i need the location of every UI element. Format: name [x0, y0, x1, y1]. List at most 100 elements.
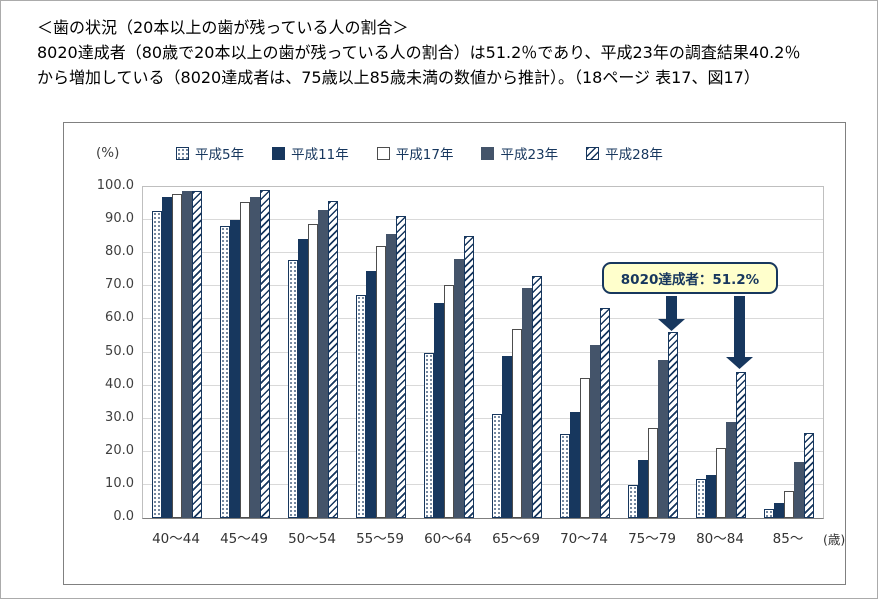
- legend-item: 平成17年: [376, 143, 454, 163]
- legend-item: 平成5年: [176, 143, 244, 163]
- bar: [260, 190, 270, 518]
- x-tick-label: 40～44: [152, 531, 200, 547]
- bar: [328, 200, 338, 518]
- legend-swatch-icon: [272, 146, 286, 160]
- bar: [794, 461, 804, 518]
- bar-group: [492, 187, 542, 518]
- x-tick-label: 45～49: [220, 531, 268, 547]
- bar: [638, 460, 648, 518]
- bar: [386, 234, 396, 518]
- bar: [298, 238, 308, 518]
- bar: [560, 433, 570, 518]
- x-tick-label: 75～79: [628, 531, 676, 547]
- y-tick-label: 80.0: [105, 244, 134, 260]
- bar: [288, 260, 298, 518]
- bar: [220, 226, 230, 518]
- y-tick-label: 30.0: [105, 409, 134, 425]
- legend-swatch-icon: [176, 146, 189, 160]
- y-tick-label: 0.0: [113, 509, 134, 524]
- bar: [532, 276, 542, 518]
- bar: [162, 196, 172, 518]
- bar: [804, 432, 814, 518]
- bar: [366, 271, 376, 518]
- header-title: ＜歯の状況（20本以上の歯が残っている人の割合＞: [37, 18, 409, 37]
- chart-panel: (%) 平成5年 平成11年 平成17年 平成23年 平成28年 100.0 90.0 80…: [63, 122, 846, 585]
- bar: [192, 190, 202, 518]
- legend-label: 平成23年: [500, 147, 559, 163]
- bar: [444, 285, 454, 518]
- bar: [774, 503, 784, 518]
- bar-group: [628, 187, 678, 518]
- bar: [726, 422, 736, 518]
- x-axis-labels: 40～44 45～49 50～54 55～59 60～64 65～69 70～74 75～79…: [142, 527, 822, 547]
- bar: [240, 201, 250, 518]
- legend-label: 平成17年: [395, 147, 454, 163]
- legend-item: 平成28年: [586, 143, 663, 163]
- bar: [736, 371, 746, 518]
- annotation-callout: 8020達成者：51.2%: [602, 262, 778, 294]
- bar: [580, 377, 590, 518]
- gridline: [143, 483, 823, 485]
- header-line: 8020達成者（80歳で20本以上の歯が残っている人の割合）は51.2％であり、…: [37, 43, 801, 62]
- legend-label: 平成28年: [605, 147, 663, 163]
- bar: [182, 191, 192, 518]
- gridline: [143, 351, 823, 353]
- gridline: [143, 285, 823, 287]
- x-tick-label: 60～64: [424, 531, 472, 547]
- bar: [716, 448, 726, 518]
- bar: [172, 193, 182, 518]
- bar: [434, 303, 444, 518]
- bar: [250, 196, 260, 518]
- legend-label: 平成11年: [291, 147, 349, 163]
- y-tick-label: 40.0: [105, 376, 134, 392]
- bar: [706, 474, 716, 518]
- bar-group: [152, 187, 202, 518]
- bar: [522, 287, 532, 518]
- bar: [502, 356, 512, 518]
- x-tick-label: 80～84: [696, 531, 744, 547]
- bar: [570, 412, 580, 518]
- y-tick-label: 100.0: [96, 178, 134, 193]
- bar: [600, 308, 610, 518]
- legend-item: 平成11年: [272, 143, 349, 163]
- bar-group: [220, 187, 270, 518]
- legend-swatch-icon: [376, 146, 390, 160]
- down-arrow-icon: [726, 296, 753, 369]
- bar: [308, 223, 318, 518]
- bar: [658, 360, 668, 518]
- bar: [152, 210, 162, 518]
- bar: [784, 490, 794, 518]
- bar: [356, 294, 366, 518]
- bar-group: [696, 187, 746, 518]
- gridline: [143, 252, 823, 254]
- x-tick-label: 55～59: [356, 531, 404, 547]
- y-tick-label: 50.0: [105, 343, 134, 359]
- header: ＜歯の状況（20本以上の歯が残っている人の割合＞ 8020達成者（80歳で20本…: [37, 15, 853, 90]
- legend-swatch-icon: [586, 146, 600, 160]
- x-tick-label: 50～54: [288, 531, 336, 547]
- bar-group: [356, 187, 406, 518]
- bar: [454, 258, 464, 518]
- bar: [512, 329, 522, 518]
- bar: [376, 245, 386, 518]
- legend-label: 平成5年: [195, 147, 245, 163]
- annotation-text: 8020達成者：51.2%: [620, 272, 760, 288]
- bar-group: [424, 187, 474, 518]
- chart-legend: 平成5年 平成11年 平成17年 平成23年 平成28年: [176, 143, 663, 163]
- gridline: [143, 450, 823, 452]
- gridline: [143, 219, 823, 221]
- y-axis-unit-label: (%): [96, 145, 120, 161]
- legend-swatch-icon: [481, 146, 495, 160]
- x-tick-label: 85～: [772, 531, 804, 547]
- plot-area: [142, 186, 824, 519]
- bar: [396, 215, 406, 518]
- down-arrow-icon: [658, 296, 685, 331]
- bar: [668, 332, 678, 518]
- y-tick-label: 10.0: [105, 475, 134, 491]
- bar: [230, 220, 240, 518]
- gridline: [143, 417, 823, 419]
- x-tick-label: 70～74: [560, 531, 608, 547]
- gridline: [143, 384, 823, 386]
- bar: [628, 484, 638, 518]
